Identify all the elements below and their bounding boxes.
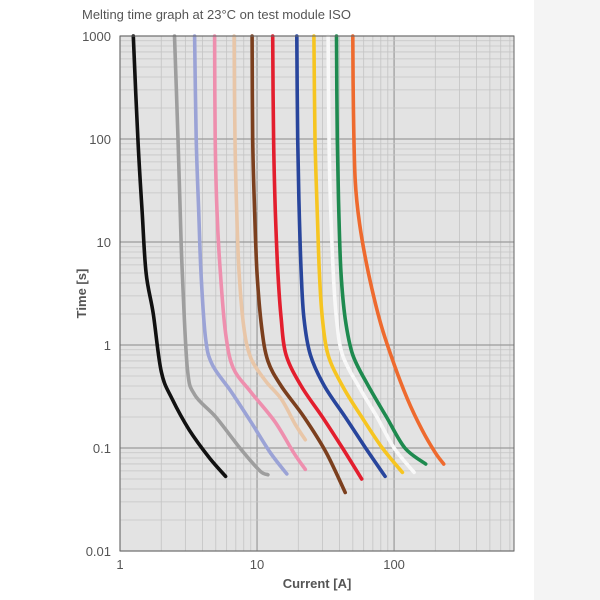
series-layer [131, 34, 446, 495]
chart-title: Melting time graph at 23°C on test modul… [82, 7, 351, 22]
x-tick-label: 1 [116, 557, 123, 572]
series-line-8 [295, 34, 387, 479]
x-tick-label: 100 [383, 557, 405, 572]
x-axis-ticks: 1 10 100 [116, 557, 405, 572]
plot-frame [119, 35, 515, 552]
series-line-3 [192, 34, 289, 476]
series-line-7 [270, 34, 364, 481]
y-axis-title: Time [s] [74, 269, 89, 319]
plot-area [120, 36, 514, 551]
series-line-2 [172, 34, 270, 477]
y-tick-label: 0.1 [93, 441, 111, 456]
y-tick-label: 1 [104, 338, 111, 353]
series-line-4 [212, 34, 308, 472]
y-tick-label: 10 [97, 235, 111, 250]
right-gutter [534, 0, 600, 600]
series-line-9 [312, 34, 405, 475]
y-axis-ticks: 0.01 0.1 1 10 100 1000 [82, 29, 111, 559]
y-tick-label: 100 [89, 132, 111, 147]
series-line-11 [334, 34, 428, 466]
series-line-6 [250, 34, 347, 495]
series-line-10 [326, 34, 416, 475]
series-line-1 [131, 34, 228, 479]
x-tick-label: 10 [250, 557, 264, 572]
series-line-12 [351, 34, 446, 466]
y-tick-label: 0.01 [86, 544, 111, 559]
y-tick-label: 1000 [82, 29, 111, 44]
x-axis-title: Current [A] [283, 576, 352, 591]
series-line-5 [232, 34, 308, 442]
